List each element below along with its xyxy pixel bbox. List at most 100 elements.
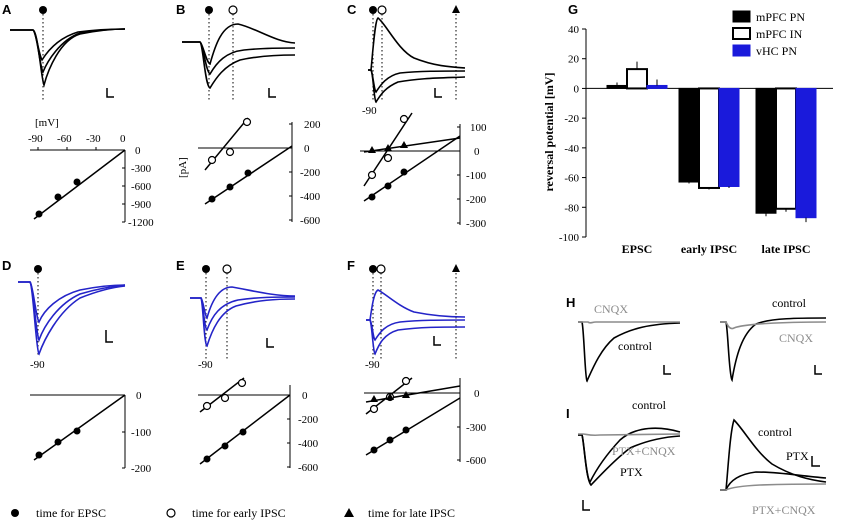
cnqx-trace [578,321,680,324]
bar [775,87,797,210]
legend-swatch [732,27,751,40]
cnqx-label: CNQX [779,331,813,345]
scale-bar [663,365,671,375]
current-trace [18,281,126,324]
panel-e: -90 0 -200 -400 -600 [190,264,319,474]
cnqx-trace [720,321,827,330]
panel-label-d: D [2,258,11,273]
y-tick-label: -600 [466,455,487,467]
y-tick-label: -400 [298,438,319,450]
y-tick-label: -100 [559,232,580,244]
legend-swatch [732,10,751,23]
ptx-label: PTX [620,465,643,479]
y-tick-label: -900 [131,199,152,211]
bar [718,87,740,187]
holding-potential-label: -90 [362,105,377,117]
control-label: control [758,425,793,439]
panel-label-h: H [566,295,575,310]
iv-point [237,378,247,388]
y-tick-label: -20 [564,113,579,125]
bar [698,87,720,189]
x-tick-label: -90 [28,133,43,145]
epsc-time-marker [205,6,213,14]
iv-point [73,427,81,435]
panel-i: control PTX PTX+CNQX control PTX PTX+CNQ… [578,398,827,517]
legend-label: time for EPSC [36,506,106,520]
category-label: early IPSC [681,242,737,256]
iv-point [384,144,392,151]
bar [626,68,648,90]
current-trace [368,69,466,104]
legend-marker [166,508,176,518]
iv-point [369,404,379,414]
y-tick-label: -200 [300,167,321,179]
iv-point [35,210,43,218]
iv-point [226,183,234,191]
current-trace [18,281,126,343]
panel-a: [mV] -90 -60 -30 0 0 -300 -600 -900 -120… [10,6,154,229]
y-tick-label: 0 [304,143,310,155]
ptx-cnqx-label: PTX+CNQX [752,503,816,517]
iv-point [54,438,62,446]
iv-point [202,401,212,411]
iv-fit-line [33,394,126,461]
current-trace [366,319,466,342]
x-tick-label: -60 [57,133,72,145]
legend-marker [11,509,19,517]
panel-d: -90 0 -100 -200 [18,265,152,475]
y-tick-label: -200 [298,414,319,426]
iv-point [207,155,217,165]
bar [678,87,700,183]
late-ipsc-time-marker [452,5,460,13]
iv-fit-line [363,135,461,202]
ptx-label: PTX [786,449,809,463]
panel-label-b: B [176,2,185,17]
y-tick-label: -600 [300,215,321,227]
axis-unit-pa: [pA] [177,157,189,178]
iv-point [54,193,62,201]
iv-fit-line [33,149,126,220]
iv-point [242,117,252,127]
ptx-trace [720,471,827,491]
panel-h: CNQX control control CNQX [578,296,827,383]
y-axis-label: reversal potential [mV] [542,72,556,191]
y-tick-label: 20 [568,54,580,66]
holding-potential-label: -90 [198,359,213,371]
category-label: EPSC [622,242,653,256]
iv-point [401,376,411,386]
scale-bar [814,365,822,375]
y-tick-label: 0 [574,83,580,95]
panel-label-e: E [176,258,185,273]
x-tick-label: 0 [120,133,126,145]
iv-point [383,153,393,163]
panel-label-i: I [566,406,570,421]
iv-point [370,395,378,402]
current-trace [10,28,126,62]
legend-swatch [732,44,751,57]
legend-marker [344,508,354,517]
iv-point [244,169,252,177]
y-tick-label: 0 [135,145,141,157]
ptx-cnqx-label: PTX+CNQX [612,444,676,458]
y-tick-label: -100 [131,427,152,439]
y-tick-label: -300 [466,218,487,230]
iv-point [384,182,392,190]
current-trace [368,69,466,94]
current-trace [182,41,296,90]
y-tick-label: -40 [564,143,579,155]
iv-point [400,168,408,176]
bar-chart: reversal potential [mV] 40 20 0 -20 -40 -60 -8… [542,10,833,256]
iv-point [203,455,211,463]
iv-point [368,193,376,201]
y-tick-label: 0 [474,388,480,400]
scale-bar [582,500,590,511]
scale-bar [268,88,276,98]
x-tick-label: -30 [86,133,101,145]
current-trace [182,23,296,66]
iv-point [368,146,376,153]
panel-c: -90 100 0 -100 -200 -300 [360,5,487,230]
legend-label: time for early IPSC [192,506,286,520]
y-tick-label: 0 [136,390,142,402]
control-label: control [632,398,667,412]
y-tick-label: -60 [564,173,579,185]
